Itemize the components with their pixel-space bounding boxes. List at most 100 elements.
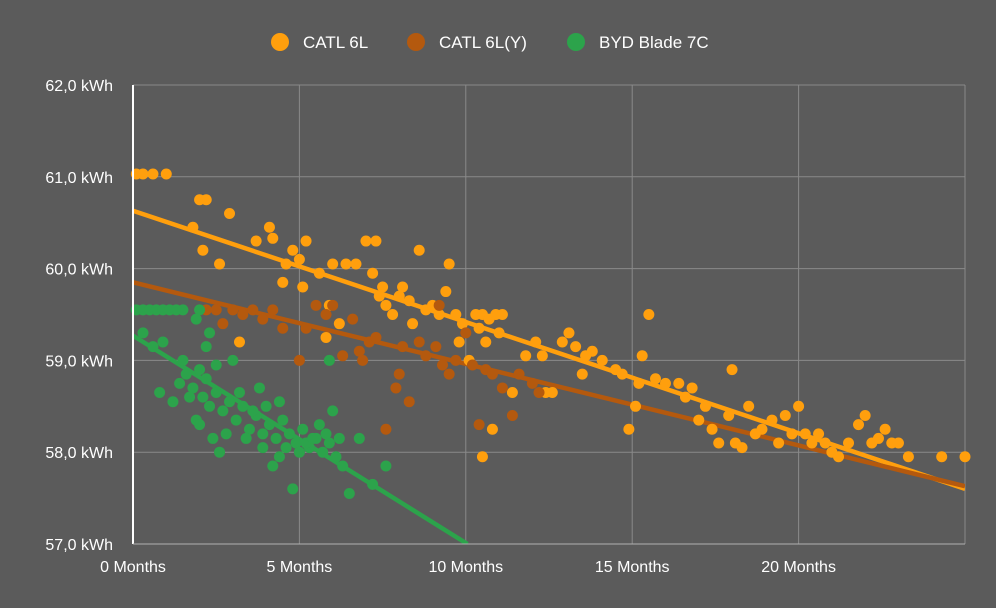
axes: 57,0 kWh 58,0 kWh 59,0 kWh 60,0 kWh 61,0 kWh… bbox=[45, 78, 965, 576]
data-point-byd-blade-7c bbox=[187, 382, 199, 394]
data-point-catl-6l bbox=[736, 442, 748, 454]
data-point-catl-6l bbox=[779, 409, 791, 421]
data-point-catl-6l-y bbox=[506, 409, 518, 421]
legend-item-catl-6l[interactable]: CATL 6L bbox=[271, 33, 368, 52]
data-point-catl-6l-y bbox=[257, 313, 269, 325]
data-point-catl-6l bbox=[959, 451, 971, 463]
data-point-byd-blade-7c bbox=[323, 354, 335, 366]
data-point-catl-6l bbox=[267, 232, 279, 244]
data-point-byd-blade-7c bbox=[227, 354, 239, 366]
data-point-catl-6l bbox=[633, 377, 645, 389]
data-point-catl-6l-y bbox=[390, 382, 402, 394]
data-point-catl-6l-y bbox=[353, 345, 365, 357]
data-point-catl-6l-y bbox=[460, 327, 472, 339]
data-point-catl-6l bbox=[340, 258, 352, 270]
data-point-byd-blade-7c bbox=[197, 391, 209, 403]
x-tick-label: 20 Months bbox=[761, 559, 836, 576]
data-point-catl-6l bbox=[536, 350, 548, 362]
data-point-catl-6l bbox=[433, 309, 445, 320]
data-point-catl-6l bbox=[200, 194, 212, 206]
data-point-catl-6l bbox=[563, 327, 575, 339]
data-point-catl-6l bbox=[453, 336, 465, 348]
data-point-catl-6l-y bbox=[227, 304, 239, 316]
data-point-byd-blade-7c bbox=[313, 419, 325, 431]
data-point-catl-6l bbox=[287, 244, 299, 256]
data-point-byd-blade-7c bbox=[210, 387, 222, 399]
data-point-catl-6l bbox=[476, 451, 488, 463]
data-point-catl-6l-y bbox=[513, 368, 525, 380]
data-point-byd-blade-7c bbox=[247, 405, 259, 417]
data-point-catl-6l bbox=[726, 364, 738, 376]
data-point-catl-6l-y bbox=[300, 322, 312, 334]
data-point-catl-6l-y bbox=[430, 341, 442, 353]
data-point-catl-6l bbox=[377, 281, 389, 293]
data-point-catl-6l bbox=[530, 336, 542, 348]
data-point-catl-6l bbox=[197, 244, 209, 256]
data-point-byd-blade-7c bbox=[214, 446, 226, 458]
x-tick-label: 0 Months bbox=[100, 559, 166, 576]
data-point-catl-6l bbox=[506, 387, 518, 399]
data-points bbox=[130, 168, 971, 500]
y-tick-label: 60,0 kWh bbox=[45, 262, 113, 279]
data-point-catl-6l-y bbox=[247, 304, 259, 316]
legend-item-byd-blade-7c[interactable]: BYD Blade 7C bbox=[567, 33, 709, 52]
data-point-catl-6l bbox=[546, 387, 558, 399]
data-point-catl-6l bbox=[576, 368, 588, 380]
data-point-catl-6l bbox=[480, 336, 492, 348]
data-point-byd-blade-7c bbox=[343, 488, 355, 500]
data-point-catl-6l bbox=[679, 391, 691, 403]
data-point-byd-blade-7c bbox=[147, 341, 159, 353]
data-point-catl-6l bbox=[743, 400, 755, 412]
data-point-byd-blade-7c bbox=[177, 304, 189, 316]
data-point-catl-6l bbox=[373, 290, 385, 302]
data-point-catl-6l-y bbox=[393, 368, 405, 380]
data-point-byd-blade-7c bbox=[177, 354, 189, 366]
data-point-catl-6l-y bbox=[310, 299, 322, 311]
data-point-catl-6l bbox=[630, 400, 642, 412]
data-point-byd-blade-7c bbox=[297, 423, 309, 435]
legend[interactable]: CATL 6L CATL 6L(Y) BYD Blade 7C bbox=[271, 33, 709, 52]
data-point-catl-6l bbox=[320, 331, 332, 343]
data-point-catl-6l-y bbox=[277, 322, 289, 334]
data-point-catl-6l bbox=[350, 258, 362, 270]
data-point-catl-6l bbox=[616, 368, 628, 380]
y-tick-label: 57,0 kWh bbox=[45, 537, 113, 554]
legend-label-byd-blade-7c: BYD Blade 7C bbox=[599, 33, 709, 52]
data-point-catl-6l-y bbox=[413, 336, 425, 348]
data-point-catl-6l bbox=[473, 322, 485, 334]
data-point-catl-6l bbox=[360, 235, 372, 247]
data-point-catl-6l bbox=[456, 318, 468, 330]
data-point-byd-blade-7c bbox=[253, 382, 265, 394]
data-point-catl-6l bbox=[693, 414, 705, 426]
data-point-byd-blade-7c bbox=[194, 364, 206, 376]
legend-item-catl-6l-y[interactable]: CATL 6L(Y) bbox=[407, 33, 527, 52]
data-point-byd-blade-7c bbox=[293, 446, 305, 458]
data-point-byd-blade-7c bbox=[210, 359, 222, 371]
data-point-catl-6l bbox=[843, 437, 855, 449]
data-point-catl-6l bbox=[313, 267, 325, 279]
data-point-catl-6l bbox=[699, 400, 711, 412]
data-point-catl-6l-y bbox=[380, 423, 392, 435]
data-point-catl-6l bbox=[387, 309, 399, 320]
data-point-byd-blade-7c bbox=[137, 327, 149, 339]
data-point-byd-blade-7c bbox=[283, 428, 295, 440]
data-point-catl-6l bbox=[407, 318, 419, 330]
data-point-catl-6l bbox=[773, 437, 785, 449]
data-point-byd-blade-7c bbox=[167, 396, 179, 408]
y-tick-label: 59,0 kWh bbox=[45, 353, 113, 370]
data-point-byd-blade-7c bbox=[157, 336, 169, 348]
legend-label-catl-6l-y: CATL 6L(Y) bbox=[439, 33, 527, 52]
data-point-catl-6l bbox=[293, 253, 305, 265]
data-point-byd-blade-7c bbox=[194, 419, 206, 431]
data-point-byd-blade-7c bbox=[154, 387, 166, 399]
data-point-catl-6l-y bbox=[420, 350, 432, 362]
data-point-catl-6l-y bbox=[403, 396, 415, 408]
data-point-byd-blade-7c bbox=[224, 396, 236, 408]
data-point-catl-6l-y bbox=[347, 313, 359, 325]
data-point-catl-6l bbox=[263, 221, 275, 233]
data-point-catl-6l-y bbox=[397, 341, 409, 353]
data-point-catl-6l bbox=[486, 423, 498, 435]
data-point-catl-6l bbox=[570, 341, 582, 353]
